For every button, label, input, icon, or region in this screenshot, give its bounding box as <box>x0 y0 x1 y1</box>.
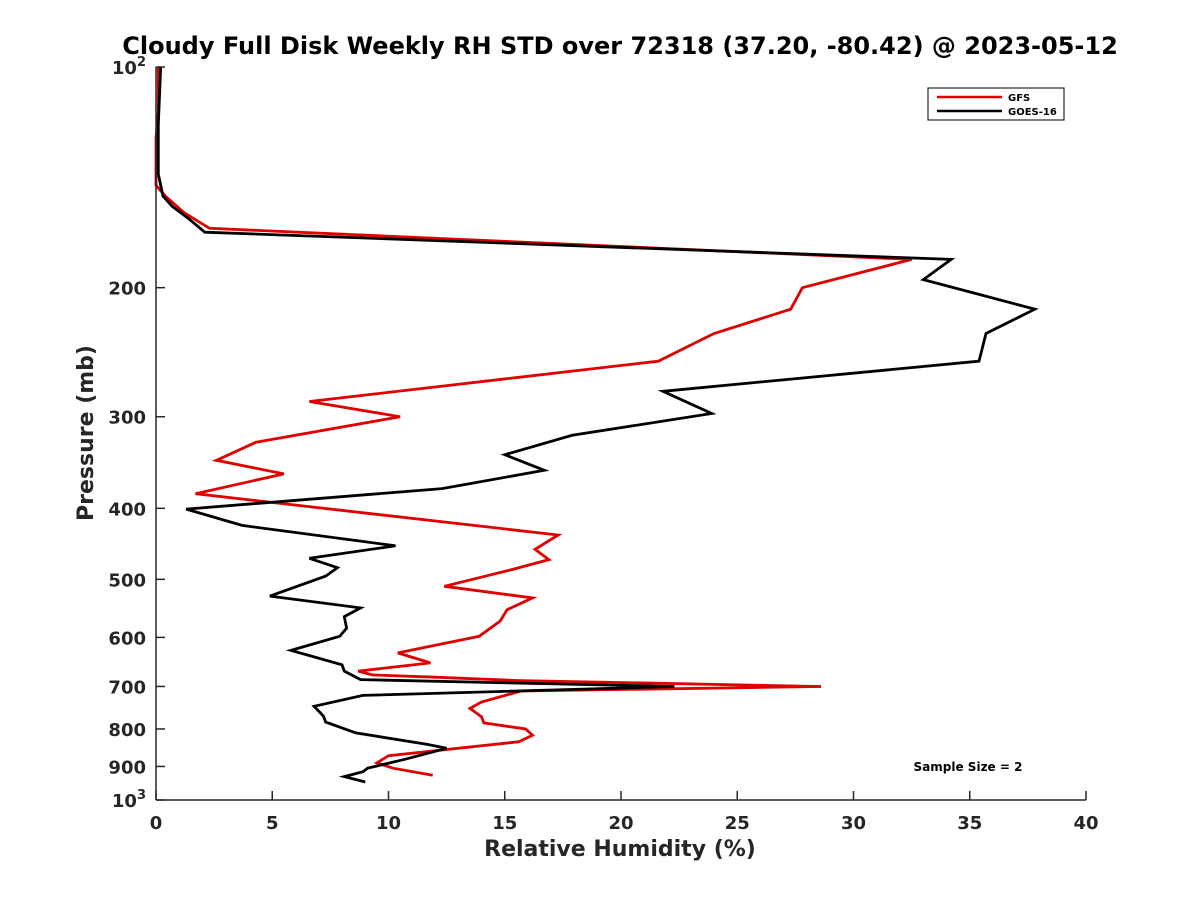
x-ticks: 0 5 10 15 20 25 30 35 40 <box>150 791 1099 834</box>
sample-size-annotation: Sample Size = 2 <box>914 760 1023 774</box>
y-tick-label: 200 <box>108 279 146 300</box>
y-ticks: 102 200 300 400 500 600 700 800 900 103 <box>108 55 165 812</box>
y-tick-label: 700 <box>108 677 146 698</box>
legend: GFS GOES-16 <box>927 87 1065 121</box>
y-tick-label: 900 <box>108 757 146 778</box>
legend-label-goes16: GOES-16 <box>1008 107 1057 118</box>
y-tick-label: 400 <box>108 499 146 520</box>
x-tick-label: 35 <box>957 813 982 834</box>
x-tick-label: 10 <box>376 813 401 834</box>
y-tick-label: 500 <box>108 570 146 591</box>
series-layer <box>154 66 1039 784</box>
x-tick-label: 20 <box>608 813 633 834</box>
x-tick-label: 25 <box>725 813 750 834</box>
legend-label-gfs: GFS <box>1008 93 1030 104</box>
x-axis-label: Relative Humidity (%) <box>484 837 756 862</box>
y-axis-label: Pressure (mb) <box>74 345 99 521</box>
y-tick-label: 103 <box>112 788 146 812</box>
x-tick-label: 0 <box>150 813 163 834</box>
x-tick-label: 40 <box>1073 813 1098 834</box>
y-tick-label: 102 <box>112 55 146 79</box>
chart-title: Cloudy Full Disk Weekly RH STD over 7231… <box>122 32 1118 60</box>
legend-box <box>927 87 1065 121</box>
x-tick-label: 15 <box>492 813 517 834</box>
y-tick-label: 800 <box>108 720 146 741</box>
x-tick-label: 5 <box>266 813 279 834</box>
series-line-goes16 <box>156 66 1039 784</box>
y-tick-label: 600 <box>108 628 146 649</box>
y-tick-label: 300 <box>108 408 146 429</box>
x-tick-label: 30 <box>841 813 866 834</box>
